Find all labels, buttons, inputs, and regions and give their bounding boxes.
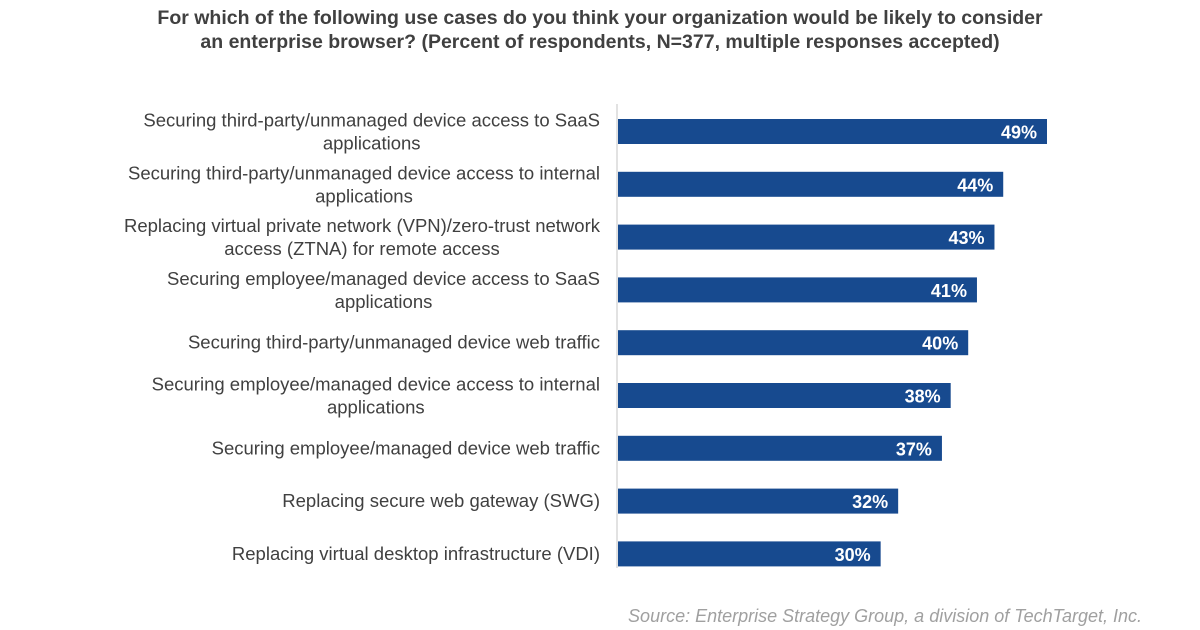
category-label: Replacing secure web gateway (SWG): [282, 490, 600, 511]
category-label: Securing third-party/unmanaged device we…: [188, 332, 600, 353]
bar-value-label: 30%: [835, 545, 871, 565]
category-label: Securing employee/managed device access …: [152, 374, 600, 418]
bar: [618, 383, 951, 408]
bar-value-label: 38%: [905, 387, 941, 407]
bar: [618, 277, 977, 303]
source-note: Source: Enterprise Strategy Group, a div…: [628, 606, 1142, 626]
bar: [618, 171, 1004, 197]
bar: [618, 435, 942, 461]
category-label: Replacing virtual desktop infrastructure…: [232, 543, 600, 564]
bar: [618, 224, 995, 250]
category-label: Securing third-party/unmanaged device ac…: [143, 110, 600, 154]
category-label: Securing employee/managed device web tra…: [212, 437, 600, 458]
bar-value-label: 43%: [948, 228, 984, 248]
bar: [618, 330, 969, 356]
bar-value-label: 37%: [896, 439, 932, 459]
bar-value-label: 32%: [852, 492, 888, 512]
bar-value-label: 40%: [922, 334, 958, 354]
category-label: Securing employee/managed device access …: [167, 268, 600, 312]
bar: [618, 119, 1047, 144]
category-label: Securing third-party/unmanaged device ac…: [128, 162, 600, 206]
chart-title: For which of the following use cases do …: [157, 7, 1043, 53]
bar-value-label: 49%: [1001, 123, 1037, 143]
bar: [618, 541, 881, 567]
category-label: Replacing virtual private network (VPN)/…: [124, 215, 601, 259]
bar: [618, 488, 899, 514]
bar-value-label: 44%: [957, 175, 993, 195]
bar-value-label: 41%: [931, 281, 967, 301]
